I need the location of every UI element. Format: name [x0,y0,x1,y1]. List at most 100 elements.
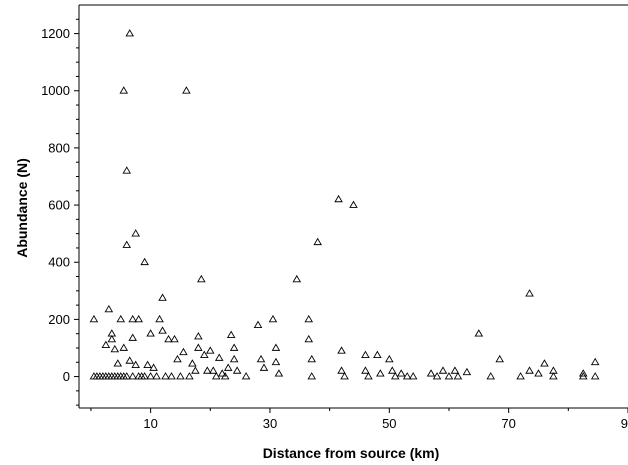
data-point [438,366,448,374]
data-point [432,372,442,380]
data-points [89,29,600,380]
plot-frame [78,4,628,409]
data-point [220,372,230,380]
data-point [191,366,200,374]
data-point [131,360,140,368]
data-point [549,372,558,380]
data-point [167,372,176,380]
y-axis-title: Abundance (N) [14,158,30,258]
data-point [214,353,224,361]
data-point [525,366,534,374]
data-point [125,29,135,37]
data-point [534,369,543,377]
data-point [188,359,197,367]
x-axis-title: Distance from source (km) [263,445,440,461]
data-point [203,366,212,374]
data-point [223,363,233,371]
data-point [307,372,317,380]
y-tick-label: 1200 [41,26,70,41]
data-point [176,372,185,380]
data-point [152,372,161,380]
data-point [226,330,236,338]
data-point [194,332,203,340]
data-point [200,350,209,358]
x-tick-label: 10 [143,416,157,431]
data-point [158,326,167,334]
data-point [578,372,588,380]
data-point [146,329,155,337]
data-point [155,314,164,323]
x-tick-label: 50 [382,416,396,431]
data-point [402,372,412,380]
y-tick-label: 200 [48,312,70,327]
data-point [116,314,126,323]
data-point [349,200,358,208]
y-tick-label: 0 [63,369,70,384]
data-point [340,372,349,380]
data-point [131,229,140,237]
data-point [122,166,132,174]
data-point [337,346,346,354]
data-point [119,86,129,94]
data-point [450,366,460,374]
data-point [241,372,251,380]
data-point [194,343,203,351]
data-point [140,372,149,380]
data-point [113,359,123,367]
data-point [337,366,346,374]
data-point [408,372,418,380]
data-point [232,366,242,374]
data-point [376,369,385,377]
data-point [444,372,454,380]
y-tick-label: 400 [48,255,70,270]
data-point [104,304,114,313]
y-axis: 0 200 400 600 800 1000 1200 [41,18,79,406]
data-point [158,293,167,301]
data-point [453,372,463,380]
x-axis: 10 30 50 70 90 [90,408,628,431]
data-point [161,372,170,380]
data-point [495,354,504,363]
data-point [271,357,281,366]
x-tick-label: 90 [621,416,628,431]
data-point [122,372,132,380]
data-point [179,347,188,356]
data-point [388,366,397,374]
data-point [590,357,600,366]
data-point [268,314,278,323]
data-point [128,314,137,323]
data-point [134,314,143,323]
data-point [149,363,158,371]
data-point [364,372,373,380]
data-point [107,334,117,343]
data-point [89,314,99,323]
data-point [578,369,588,377]
y-tick-label: 800 [48,140,70,155]
data-point [205,346,215,354]
data-point [101,340,111,348]
data-point [307,354,317,363]
data-point [313,237,322,246]
data-point [259,363,269,371]
data-point [462,367,472,376]
data-point [274,369,284,377]
data-point [292,274,302,283]
data-point [540,359,549,367]
data-point [164,334,173,343]
data-point [361,350,370,358]
data-point [125,356,135,364]
data-point [304,334,314,343]
data-point [256,354,266,363]
data-point [334,194,343,203]
x-tick-label: 70 [501,416,515,431]
data-point [390,372,400,380]
y-tick-label: 1000 [41,83,70,98]
data-point [182,86,191,94]
data-point [197,274,206,283]
data-point [119,343,129,351]
data-point [396,369,406,377]
data-point [217,369,227,377]
data-point [122,240,132,248]
data-point [211,372,221,380]
data-point [426,369,436,377]
